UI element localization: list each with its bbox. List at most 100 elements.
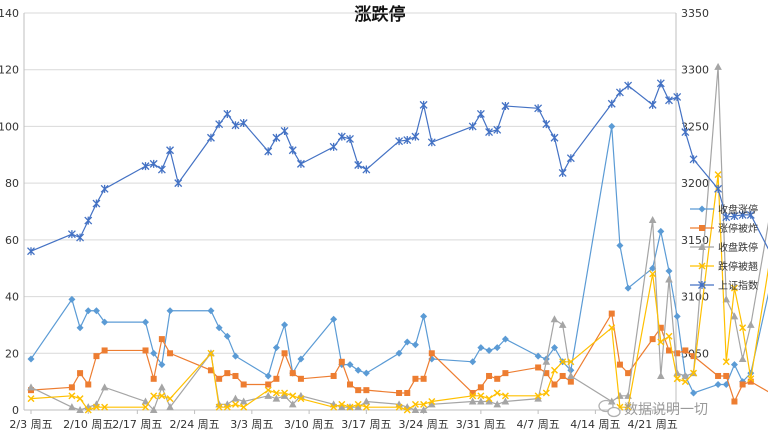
y-right-tick-label: 3300	[681, 64, 709, 77]
data-point	[338, 403, 346, 411]
x-tick-label: 4/7 周五	[517, 418, 560, 431]
data-point	[616, 391, 624, 399]
y-left-tick-label: 120	[0, 64, 19, 77]
data-point	[403, 136, 412, 145]
data-point	[84, 406, 92, 414]
data-point	[428, 397, 436, 405]
data-point	[68, 392, 76, 400]
data-point	[690, 353, 697, 360]
data-point	[142, 347, 149, 354]
data-point	[207, 349, 215, 357]
data-point	[558, 168, 567, 177]
data-point	[207, 307, 215, 315]
series-5	[27, 79, 768, 256]
data-point	[264, 372, 272, 380]
x-tick-label: 3/24 周五	[399, 418, 449, 431]
series-line	[30, 81, 768, 252]
data-point	[567, 378, 574, 385]
y-left-tick-label: 0	[12, 404, 19, 417]
legend-item: 收盘跌停	[690, 241, 758, 254]
data-point	[657, 324, 664, 331]
data-point	[215, 120, 224, 129]
data-point	[550, 133, 559, 142]
data-point	[272, 394, 281, 402]
data-point	[624, 81, 633, 90]
data-point	[264, 147, 273, 156]
data-point	[92, 307, 100, 315]
data-point	[501, 392, 509, 400]
data-point	[534, 394, 542, 402]
data-point	[674, 350, 681, 357]
data-point	[559, 372, 566, 379]
data-point	[469, 392, 477, 400]
data-point	[681, 128, 690, 137]
series-4	[27, 171, 768, 414]
data-point	[567, 371, 575, 379]
data-point	[689, 155, 698, 164]
data-point	[296, 159, 305, 168]
data-point	[558, 320, 567, 328]
data-point	[714, 62, 722, 70]
data-point	[615, 88, 624, 97]
data-point	[469, 358, 477, 366]
data-point	[76, 406, 84, 413]
data-point	[215, 324, 223, 332]
legend-marker	[698, 205, 706, 213]
data-point	[730, 361, 738, 369]
data-point	[281, 389, 289, 397]
data-point	[485, 346, 493, 354]
data-point	[722, 213, 731, 222]
y-left-tick-label: 100	[0, 120, 19, 133]
data-point	[730, 284, 738, 292]
data-point	[240, 403, 248, 411]
data-point	[739, 324, 747, 332]
data-point	[681, 371, 690, 379]
y-left-tick-label: 20	[5, 347, 19, 360]
data-point	[224, 370, 231, 377]
chart-title: 涨跌停	[355, 4, 406, 25]
data-point	[477, 392, 485, 400]
wechat-icon	[598, 399, 621, 418]
y-left-tick-label: 40	[5, 291, 19, 304]
data-point	[27, 383, 35, 391]
series-layer	[27, 62, 768, 414]
data-point	[420, 312, 428, 320]
y-right-tick-label: 3350	[681, 7, 709, 20]
data-point	[403, 406, 411, 414]
data-point	[624, 403, 632, 411]
data-point	[428, 350, 435, 357]
data-point	[420, 375, 427, 382]
data-point	[297, 375, 304, 382]
data-point	[427, 138, 436, 147]
data-point	[207, 367, 214, 374]
data-point	[567, 358, 575, 366]
data-point	[101, 318, 109, 326]
data-point	[656, 79, 665, 88]
data-point	[534, 352, 542, 360]
data-point	[673, 369, 681, 377]
data-point	[149, 159, 158, 168]
data-point	[330, 372, 337, 379]
data-point	[27, 247, 35, 256]
data-point	[673, 92, 682, 101]
data-point	[411, 341, 419, 349]
data-point	[231, 352, 239, 360]
data-point	[657, 371, 665, 379]
data-point	[665, 96, 673, 105]
legend-item: 涨停被炸	[690, 222, 758, 235]
series-2	[28, 310, 768, 405]
data-point	[174, 179, 183, 188]
data-point	[714, 171, 722, 179]
data-point	[738, 210, 747, 219]
data-point	[92, 403, 100, 411]
data-point	[657, 227, 665, 235]
data-point	[551, 381, 558, 388]
data-point	[288, 400, 297, 408]
data-point	[157, 165, 166, 174]
data-point	[362, 369, 370, 377]
data-point	[232, 372, 239, 379]
y-left-tick-label: 140	[0, 7, 19, 20]
data-point	[68, 384, 75, 391]
data-point	[427, 400, 436, 408]
data-point	[68, 295, 76, 303]
